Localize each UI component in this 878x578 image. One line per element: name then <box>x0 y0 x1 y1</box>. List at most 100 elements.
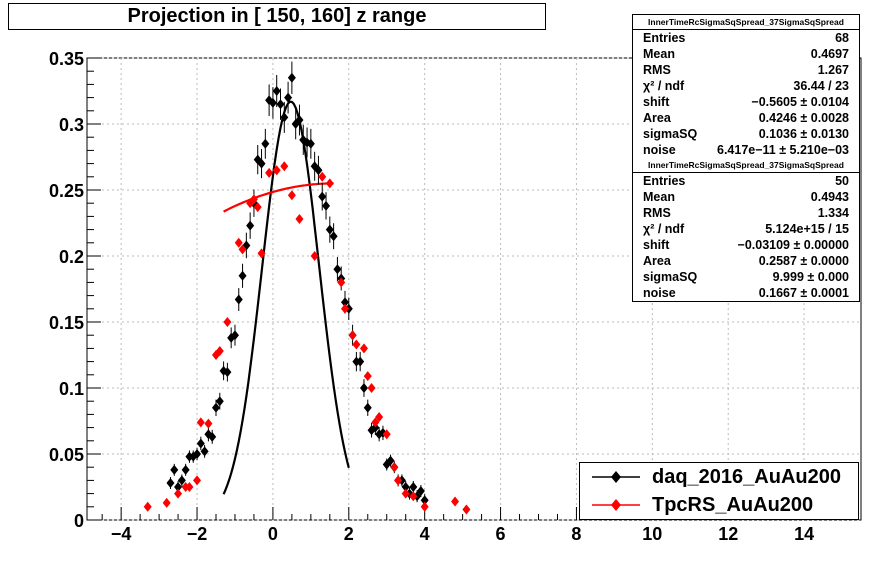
data-point <box>306 138 315 149</box>
data-point <box>333 264 342 275</box>
data-point <box>348 330 357 341</box>
y-tick-label: 0.05 <box>49 445 84 465</box>
data-point <box>280 112 289 123</box>
data-point <box>215 396 224 407</box>
legend-marker-tpcrs <box>592 499 640 511</box>
stats-label: Area <box>643 111 671 125</box>
x-tick-label: 8 <box>571 524 581 544</box>
data-point <box>409 491 418 502</box>
stats-row: Mean 0.4943 <box>633 189 859 205</box>
data-point <box>394 475 403 486</box>
data-point <box>359 383 368 393</box>
data-point <box>238 270 247 281</box>
legend-label-daq: daq_2016_AuAu200 <box>652 465 841 488</box>
data-point <box>310 251 319 261</box>
stats-row: Area 0.2587 ± 0.0000 <box>633 253 859 269</box>
legend-entry-tpcrs: TpcRS_AuAu200 <box>580 491 858 519</box>
stats-row: Area 0.4246 ± 0.0028 <box>633 110 859 126</box>
stats-value: 1.334 <box>817 206 849 220</box>
data-point <box>401 482 410 492</box>
stats-label: χ² / ndf <box>643 79 685 93</box>
data-point <box>367 383 376 393</box>
data-point <box>212 402 220 413</box>
y-tick-label: 0 <box>74 511 84 531</box>
data-point <box>170 464 179 475</box>
x-tick-label: 12 <box>718 524 738 544</box>
data-point <box>341 297 349 308</box>
data-point <box>363 371 372 382</box>
stats-value: 36.44 / 23 <box>793 79 849 93</box>
fit-curve-tpcrs <box>223 182 334 213</box>
data-point <box>325 178 334 189</box>
data-point <box>196 417 205 428</box>
data-point <box>409 482 418 492</box>
data-point <box>451 496 460 507</box>
data-point <box>295 115 304 126</box>
data-point <box>280 161 289 172</box>
legend-marker-daq <box>592 471 640 483</box>
stats-value: 6.417e−11 ± 5.210e−03 <box>717 143 849 157</box>
data-point <box>215 346 224 357</box>
stats-row: noise 6.417e−11 ± 5.210e−03 <box>633 142 859 158</box>
stats-label: Entries <box>643 31 686 45</box>
x-tick-label: 2 <box>344 524 354 544</box>
stats-label: shift <box>643 95 670 109</box>
legend-label-tpcrs: TpcRS_AuAu200 <box>652 493 814 516</box>
data-point <box>272 86 281 96</box>
stats-row: RMS 1.267 <box>633 62 859 78</box>
data-point <box>204 418 213 429</box>
data-point <box>257 248 266 259</box>
x-tick-label: 0 <box>268 524 278 544</box>
stats-value: 0.4943 <box>810 190 849 204</box>
stats-label: RMS <box>643 206 671 220</box>
stats-value: 0.1667 ± 0.0001 <box>758 286 849 300</box>
stats-box-tpcrs: InnerTimeRcSigmaSqSpread_37SigmaSqSpread… <box>632 158 860 302</box>
data-point <box>174 482 183 492</box>
data-point <box>257 158 266 169</box>
stats-row: RMS 1.334 <box>633 205 859 221</box>
data-point <box>143 501 152 512</box>
data-point <box>337 277 346 288</box>
data-point <box>363 402 372 413</box>
data-point <box>352 339 361 350</box>
data-point <box>261 138 270 149</box>
stats-row: Mean 0.4697 <box>633 46 859 62</box>
data-point <box>359 343 368 354</box>
x-tick-label: 6 <box>496 524 506 544</box>
data-point <box>246 220 255 231</box>
data-point <box>200 446 209 457</box>
stats-value: 68 <box>835 31 849 45</box>
data-point <box>322 200 331 211</box>
stats-row: Entries 50 <box>633 173 859 189</box>
data-point <box>223 317 232 327</box>
stats-row: shift −0.5605 ± 0.0104 <box>633 94 859 110</box>
fit-curve-daq <box>222 100 350 495</box>
stats-label: Mean <box>643 190 675 204</box>
stats-label: Mean <box>643 47 675 61</box>
data-point <box>329 231 338 242</box>
data-point <box>318 171 327 182</box>
data-point <box>420 501 429 512</box>
data-point <box>341 303 349 314</box>
x-tick-label: 14 <box>794 524 814 544</box>
stats-row: sigmaSQ 0.1036 ± 0.0130 <box>633 126 859 142</box>
x-tick-label: 4 <box>420 524 430 544</box>
data-point <box>371 417 380 428</box>
stats-value: 50 <box>835 174 849 188</box>
data-point <box>193 449 202 459</box>
stats-row: χ² / ndf 5.124e+15 / 15 <box>633 221 859 237</box>
y-tick-label: 0.15 <box>49 313 84 333</box>
data-point <box>420 495 429 506</box>
stats-label: noise <box>643 143 676 157</box>
y-tick-label: 0.3 <box>59 115 84 135</box>
stats-label: Entries <box>643 174 686 188</box>
stats-row: Entries 68 <box>633 30 859 46</box>
data-point <box>287 72 296 83</box>
data-point <box>196 438 205 449</box>
data-point <box>265 167 274 178</box>
x-tick-label: −2 <box>187 524 208 544</box>
data-point <box>249 194 258 205</box>
stats-row: sigmaSQ 9.999 ± 0.000 <box>633 269 859 285</box>
data-point <box>386 455 395 466</box>
